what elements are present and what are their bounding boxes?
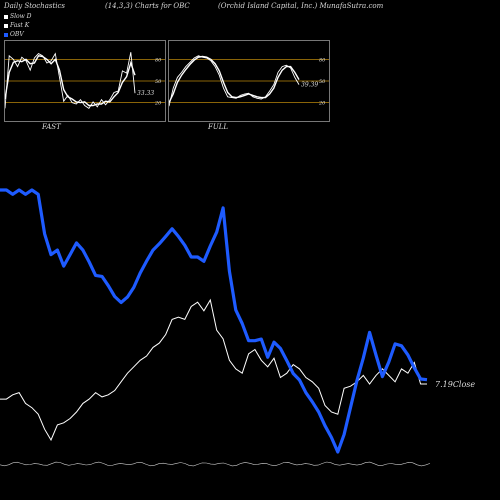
full-series-line-0 — [169, 55, 300, 107]
legend: Slow D Fast K OBV — [4, 12, 32, 39]
fast-last-value-label: 33.33 — [137, 90, 154, 97]
fast-series-line-1 — [5, 55, 136, 107]
fast-stochastic-panel: 20 50 80 33.33 — [4, 40, 166, 122]
full-tick-label-50: 50 — [319, 79, 326, 85]
fast-tick-label-80: 80 — [155, 57, 162, 63]
legend-label-slow-d: Slow D — [10, 13, 32, 20]
price-series-line — [0, 298, 427, 442]
chart-header-left: Daily Stochastics — [4, 2, 66, 10]
volume-trace-line — [0, 461, 431, 467]
full-tick-label-80: 80 — [319, 57, 326, 63]
full-panel-label: FULL — [208, 123, 229, 131]
legend-label-obv: OBV — [10, 31, 24, 38]
legend-item-slow-d: Slow D — [4, 12, 32, 21]
chart-header-right: (Orchid Island Capital, Inc.) MunafaSutr… — [218, 2, 384, 10]
legend-swatch-slow-d — [4, 14, 8, 19]
full-last-value-label: 39.39 — [301, 82, 318, 89]
full-stochastic-panel: 20 50 80 39.39 — [168, 40, 330, 122]
close-price-label: 7.19Close — [435, 380, 475, 389]
fast-tick-label-50: 50 — [155, 79, 162, 85]
chart-header-middle: (14,3,3) Charts for OBC — [105, 2, 190, 10]
obv-series-line — [0, 188, 428, 454]
fast-tick-label-20: 20 — [154, 101, 162, 107]
fast-panel-label: FAST — [42, 123, 61, 131]
fast-stochastic-plot: 20 50 80 33.33 — [5, 52, 165, 110]
legend-item-obv: OBV — [4, 30, 32, 39]
legend-label-fast-k: Fast K — [10, 22, 30, 29]
fast-series-line-0 — [5, 52, 136, 110]
legend-item-fast-k: Fast K — [4, 21, 32, 30]
full-tick-label-20: 20 — [318, 101, 326, 107]
full-stochastic-plot: 20 50 80 39.39 — [169, 55, 329, 107]
full-series-line-1 — [169, 55, 300, 103]
legend-swatch-obv — [4, 32, 8, 37]
legend-swatch-fast-k — [4, 23, 8, 28]
